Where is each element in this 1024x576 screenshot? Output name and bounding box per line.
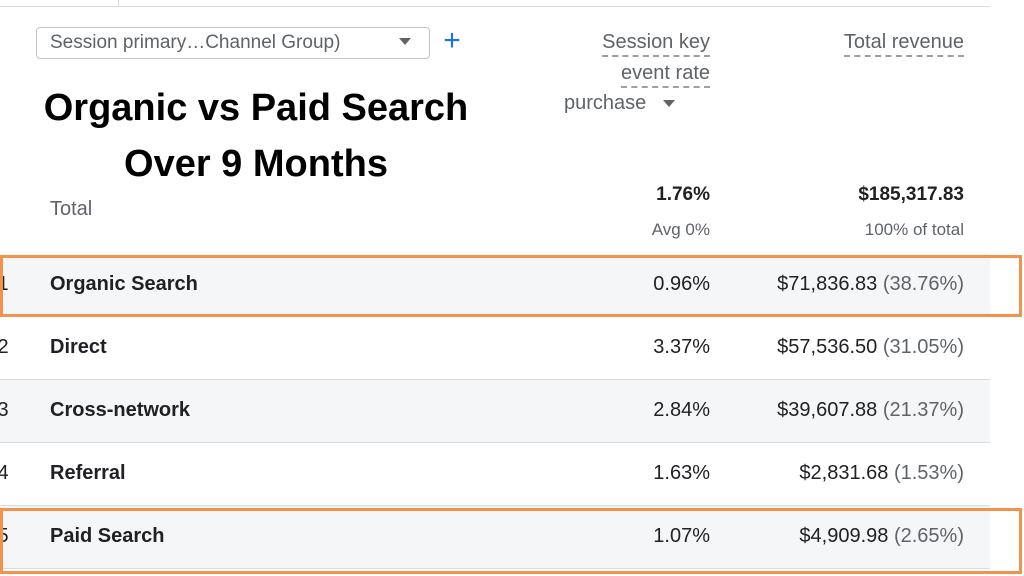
table-row[interactable]: 4 Referral 1.63% $2,831.68 (1.53%)	[0, 443, 990, 506]
plus-icon[interactable]: +	[443, 24, 461, 57]
revenue-share: (31.05%)	[882, 336, 964, 358]
revenue-value: $57,536.50	[777, 336, 878, 358]
revenue-value: $39,607.88	[777, 399, 878, 421]
row-index: 4	[0, 462, 9, 484]
total-rate-sub: Avg 0%	[651, 220, 710, 239]
dimension-dropdown-value: Session primary…Channel Group)	[50, 32, 341, 53]
row-rate: 2.84%	[653, 399, 710, 421]
total-revenue-sub: 100% of total	[864, 220, 964, 239]
revenue-share: (2.65%)	[893, 525, 964, 547]
column-header-total-revenue[interactable]: Total revenue	[780, 27, 964, 58]
table-row[interactable]: 3 Cross-network 2.84% $39,607.88 (21.37%…	[0, 380, 990, 443]
revenue-share: (38.76%)	[882, 273, 964, 295]
table-row[interactable]: 2 Direct 3.37% $57,536.50 (31.05%)	[0, 317, 990, 380]
channel-name: Cross-network	[50, 399, 191, 421]
column-header-rate-line-2: event rate	[621, 61, 710, 88]
overlay-title-line-2: Over 9 Months	[124, 143, 388, 185]
row-rate: 3.37%	[653, 336, 710, 358]
channel-name: Direct	[50, 336, 107, 358]
row-index: 2	[0, 336, 9, 358]
column-divider	[118, 0, 119, 6]
dimension-dropdown[interactable]: Session primary…Channel Group)	[36, 27, 430, 59]
channel-name: Organic Search	[50, 273, 198, 295]
total-rate: 1.76%	[656, 184, 710, 205]
total-label: Total	[50, 198, 93, 220]
table-body: 1 Organic Search 0.96% $71,836.83 (38.76…	[0, 254, 990, 569]
row-index: 1	[0, 273, 9, 295]
column-header-session-key-event-rate[interactable]: Session key event rate	[560, 27, 710, 89]
row-revenue: $39,607.88 (21.37%)	[700, 399, 964, 422]
revenue-share: (1.53%)	[893, 462, 964, 484]
column-header-revenue-label: Total revenue	[843, 30, 964, 57]
row-rate: 0.96%	[653, 273, 710, 295]
caret-down-icon	[399, 38, 411, 45]
table-top-border	[0, 0, 990, 7]
row-revenue: $57,536.50 (31.05%)	[700, 336, 964, 359]
channel-name: Paid Search	[50, 525, 165, 547]
row-rate: 1.63%	[653, 462, 710, 484]
caret-down-icon	[663, 100, 676, 107]
row-revenue: $2,831.68 (1.53%)	[700, 462, 964, 485]
table-row[interactable]: 1 Organic Search 0.96% $71,836.83 (38.76…	[0, 254, 990, 317]
revenue-share: (21.37%)	[882, 399, 964, 421]
overlay-title: Organic vs Paid Search Over 9 Months	[28, 80, 484, 192]
table-row[interactable]: 5 Paid Search 1.07% $4,909.98 (2.65%)	[0, 506, 990, 569]
event-dropdown[interactable]: purchase	[564, 92, 676, 115]
event-dropdown-value: purchase	[564, 92, 647, 114]
overlay-title-line-1: Organic vs Paid Search	[43, 87, 469, 129]
row-index: 5	[0, 525, 9, 547]
row-index: 3	[0, 399, 9, 421]
revenue-value: $2,831.68	[799, 462, 889, 484]
total-revenue: $185,317.83	[858, 184, 964, 205]
column-header-rate-line-1: Session key	[602, 30, 710, 57]
revenue-value: $4,909.98	[799, 525, 889, 547]
channel-name: Referral	[50, 462, 126, 484]
row-revenue: $4,909.98 (2.65%)	[700, 525, 964, 548]
row-rate: 1.07%	[653, 525, 710, 547]
revenue-value: $71,836.83	[777, 273, 878, 295]
row-revenue: $71,836.83 (38.76%)	[700, 273, 964, 296]
